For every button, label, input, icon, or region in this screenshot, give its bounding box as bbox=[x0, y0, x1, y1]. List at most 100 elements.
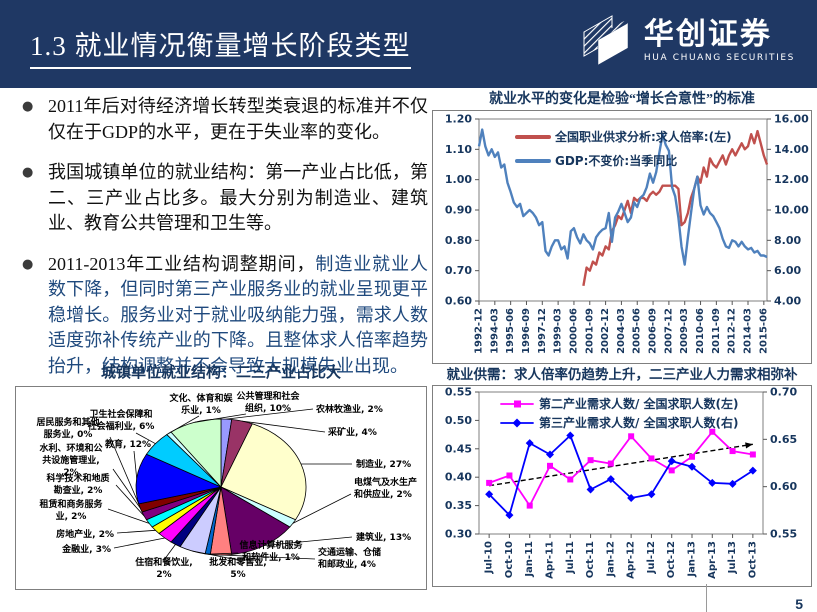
pie-chart-plot: 农林牧渔业, 2% 采矿业, 4% 制造业, 27% 电煤气及水生产 和供应业, 2% 建… bbox=[15, 386, 427, 590]
svg-text:Jul-10: Jul-10 bbox=[484, 541, 495, 574]
svg-text:1996-09: 1996-09 bbox=[521, 308, 532, 354]
svg-text:0.60: 0.60 bbox=[445, 295, 472, 308]
svg-text:GDP:不变价:当季同比: GDP:不变价:当季同比 bbox=[555, 153, 677, 168]
bullet-list: ● 2011年后对待经济增长转型类衰退的标准并不仅仅在于GDP的水平，更在于失业… bbox=[18, 94, 428, 394]
svg-text:0.80: 0.80 bbox=[445, 234, 472, 247]
svg-text:0.55: 0.55 bbox=[770, 528, 797, 541]
svg-text:科学技术和地质: 科学技术和地质 bbox=[46, 472, 109, 484]
svg-text:2007-12: 2007-12 bbox=[663, 308, 674, 354]
svg-text:2011-09: 2011-09 bbox=[711, 308, 722, 354]
svg-text:Apr-13: Apr-13 bbox=[707, 541, 718, 579]
svg-text:Jan-11: Jan-11 bbox=[524, 541, 535, 578]
bullet-item-1: ● 2011年后对待经济增长转型类衰退的标准并不仅仅在于GDP的水平，更在于失业… bbox=[18, 94, 428, 145]
bullet-text-3-highlight: 制造业就业人数下降，但同时第三产业服务业的就业呈现更平稳增长。服务业对于就业吸纳… bbox=[48, 253, 429, 376]
svg-text:勘查业, 2%: 勘查业, 2% bbox=[54, 484, 103, 496]
svg-text:Oct-11: Oct-11 bbox=[585, 541, 596, 578]
svg-text:和软件业, 1%: 和软件业, 1% bbox=[241, 551, 300, 563]
top-chart-title: 就业水平的变化是检验“增长合意性”的标准 bbox=[489, 92, 755, 107]
svg-text:1999-03: 1999-03 bbox=[553, 308, 564, 354]
svg-text:2014-03: 2014-03 bbox=[743, 308, 754, 354]
svg-text:全国职业供求分析:求人倍率:(左): 全国职业供求分析:求人倍率:(左) bbox=[554, 129, 732, 144]
svg-text:16.00: 16.00 bbox=[774, 113, 809, 126]
svg-text:Oct-13: Oct-13 bbox=[747, 541, 758, 578]
svg-text:文化、体育和娱: 文化、体育和娱 bbox=[168, 392, 233, 404]
svg-text:8.00: 8.00 bbox=[774, 234, 801, 247]
labor-supply-demand-line-chart: 就业供需：求人倍率仍趋势上升，二三产业人力需求相弥补 0.55 0.50 0.45 0… bbox=[432, 363, 812, 587]
svg-text:房地产业, 2%: 房地产业, 2% bbox=[56, 528, 114, 540]
bottom-chart-title: 就业供需：求人倍率仍趋势上升，二三产业人力需求相弥补 bbox=[446, 367, 798, 382]
top-chart-plot: 1.20 1.10 1.00 0.90 0.80 0.70 0.60 16.00 14.00 12… bbox=[432, 110, 812, 364]
svg-text:采矿业, 4%: 采矿业, 4% bbox=[327, 426, 377, 438]
svg-text:2006-09: 2006-09 bbox=[648, 308, 659, 354]
svg-text:制造业, 27%: 制造业, 27% bbox=[356, 458, 411, 470]
svg-text:批发和零售业,: 批发和零售业, bbox=[209, 556, 266, 568]
logo-cn-text: 华创证券 bbox=[643, 17, 772, 51]
svg-text:租赁和商务服务: 租赁和商务服务 bbox=[39, 498, 103, 510]
bullet-text-3: 2011-2013年工业结构调整期间，制造业就业人数下降，但同时第三产业服务业的… bbox=[48, 252, 428, 380]
bullet-marker: ● bbox=[22, 165, 34, 181]
svg-text:0.35: 0.35 bbox=[445, 499, 472, 512]
bullet-text-1: 2011年后对待经济增长转型类衰退的标准并不仅仅在于GDP的水平，更在于失业率的… bbox=[48, 96, 428, 142]
svg-text:0.55: 0.55 bbox=[445, 386, 472, 399]
svg-text:4.00: 4.00 bbox=[774, 295, 801, 308]
svg-text:第二产业需求人数/ 全国求职人数(左): 第二产业需求人数/ 全国求职人数(左) bbox=[539, 396, 739, 411]
employment-structure-pie-chart: 城镇单位就业结构：二三产业占比大 农林牧渔业, 2% 采矿业, 4% 制造业, 27… bbox=[15, 361, 427, 590]
svg-text:居民服务和其他: 居民服务和其他 bbox=[36, 416, 99, 428]
svg-text:2010-06: 2010-06 bbox=[695, 308, 706, 354]
svg-text:Jul-13: Jul-13 bbox=[727, 541, 738, 574]
svg-text:1.20: 1.20 bbox=[445, 113, 472, 126]
svg-text:1995-06: 1995-06 bbox=[505, 308, 516, 354]
svg-text:卫生社会保障和: 卫生社会保障和 bbox=[89, 408, 152, 420]
employment-gdp-line-chart: 就业水平的变化是检验“增长合意性”的标准 1.20 1.10 1.00 0.90 0.8… bbox=[432, 88, 812, 364]
svg-text:2000-06: 2000-06 bbox=[568, 308, 579, 354]
bullet-text-2: 我国城镇单位的就业结构：第一产业占比低，第二、三产业占比多。最大分别为制造业、建… bbox=[48, 162, 428, 234]
svg-text:建筑业, 13%: 建筑业, 13% bbox=[356, 531, 411, 543]
svg-text:信息计算机服务: 信息计算机服务 bbox=[239, 539, 303, 551]
svg-text:1.10: 1.10 bbox=[445, 143, 472, 156]
svg-text:乐业, 1%: 乐业, 1% bbox=[181, 404, 221, 416]
svg-text:0.70: 0.70 bbox=[445, 264, 472, 277]
pie-chart-title: 城镇单位就业结构：二三产业占比大 bbox=[100, 365, 341, 381]
svg-text:Oct-10: Oct-10 bbox=[504, 541, 515, 578]
svg-text:2009-03: 2009-03 bbox=[679, 308, 690, 354]
logo-cube-icon bbox=[583, 15, 629, 66]
company-logo: 华创证券 HUA CHUANG SECURITIES bbox=[582, 12, 795, 70]
svg-text:农林牧渔业, 2%: 农林牧渔业, 2% bbox=[315, 403, 383, 415]
svg-text:Jan-12: Jan-12 bbox=[605, 541, 616, 578]
svg-text:Apr-12: Apr-12 bbox=[626, 541, 637, 579]
svg-text:1997-12: 1997-12 bbox=[537, 308, 548, 354]
svg-text:0.60: 0.60 bbox=[770, 480, 797, 493]
svg-text:服务业, 0%: 服务业, 0% bbox=[44, 428, 93, 440]
svg-text:1994-03: 1994-03 bbox=[489, 308, 500, 354]
svg-text:0.90: 0.90 bbox=[445, 204, 472, 217]
svg-text:Apr-11: Apr-11 bbox=[545, 541, 556, 579]
logo-en-text: HUA CHUANG SECURITIES bbox=[643, 52, 795, 63]
svg-text:0.45: 0.45 bbox=[445, 442, 472, 455]
bullet-item-2: ● 我国城镇单位的就业结构：第一产业占比低，第二、三产业占比多。最大分别为制造业… bbox=[18, 160, 428, 237]
svg-text:0.50: 0.50 bbox=[445, 414, 472, 427]
svg-text:2012-12: 2012-12 bbox=[727, 308, 738, 354]
svg-text:0.65: 0.65 bbox=[770, 433, 797, 446]
svg-text:Jul-11: Jul-11 bbox=[565, 541, 576, 574]
svg-text:社会福利业, 6%: 社会福利业, 6% bbox=[87, 420, 155, 432]
svg-text:和供应业, 2%: 和供应业, 2% bbox=[353, 488, 412, 500]
svg-text:电煤气及水生产: 电煤气及水生产 bbox=[354, 476, 417, 488]
svg-text:2005-06: 2005-06 bbox=[632, 308, 643, 354]
footer-divider bbox=[706, 584, 707, 612]
svg-text:共设施管理业,: 共设施管理业, bbox=[42, 454, 99, 466]
svg-text:2%: 2% bbox=[156, 570, 171, 580]
bullet-text-3-prefix: 2011-2013年工业结构调整期间， bbox=[48, 253, 316, 274]
svg-text:2001-09: 2001-09 bbox=[584, 308, 595, 354]
svg-text:公共管理和社会: 公共管理和社会 bbox=[236, 390, 300, 402]
svg-text:10.00: 10.00 bbox=[774, 204, 809, 217]
svg-text:2002-12: 2002-12 bbox=[600, 308, 611, 354]
page-number: 5 bbox=[795, 596, 803, 612]
svg-text:和邮政业, 4%: 和邮政业, 4% bbox=[317, 558, 376, 570]
page-title: 1.3 就业情况衡量增长阶段类型 bbox=[30, 24, 411, 69]
svg-text:2004-03: 2004-03 bbox=[616, 308, 627, 354]
svg-text:6.00: 6.00 bbox=[774, 264, 801, 277]
header-bar: 1.3 就业情况衡量增长阶段类型 华创证券 HUA CHUANG SECURIT… bbox=[0, 0, 817, 88]
svg-text:教育, 12%: 教育, 12% bbox=[104, 438, 151, 450]
svg-text:5%: 5% bbox=[230, 570, 245, 580]
svg-text:业, 2%: 业, 2% bbox=[56, 510, 87, 522]
